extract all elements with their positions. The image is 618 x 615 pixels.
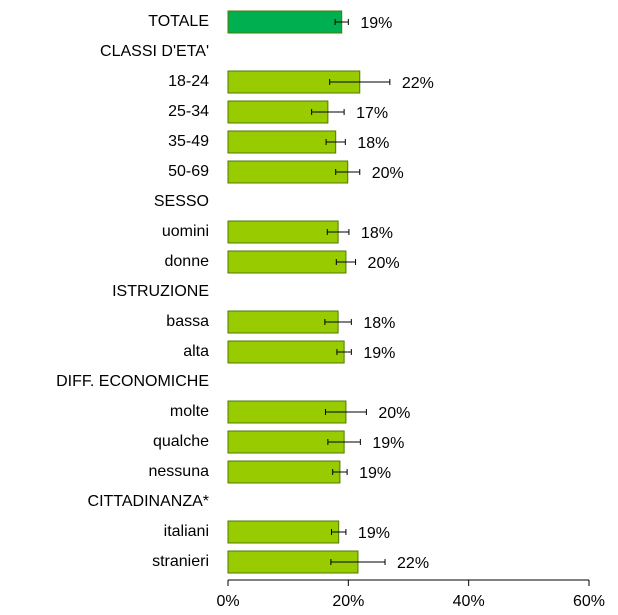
bar — [227, 10, 343, 34]
x-tick-label: 40% — [453, 593, 485, 610]
category-label: 25-34 — [168, 103, 209, 120]
category-label: 35-49 — [168, 133, 209, 150]
value-label: 22% — [397, 555, 429, 572]
bar — [227, 520, 340, 544]
bar — [227, 130, 337, 154]
category-label: SESSO — [154, 193, 209, 210]
category-label: nessuna — [149, 463, 210, 480]
value-label: 20% — [372, 165, 404, 182]
bar — [227, 220, 339, 244]
value-label: 19% — [359, 465, 391, 482]
bar — [227, 460, 341, 484]
bar — [227, 430, 345, 454]
category-label: bassa — [166, 313, 209, 330]
value-label: 22% — [402, 75, 434, 92]
category-label: italiani — [164, 523, 209, 540]
value-label: 18% — [361, 225, 393, 242]
category-label: qualche — [153, 433, 209, 450]
x-tick-label: 0% — [216, 593, 239, 610]
value-label: 20% — [378, 405, 410, 422]
category-label: ISTRUZIONE — [112, 283, 209, 300]
category-label: alta — [183, 343, 209, 360]
value-label: 19% — [363, 345, 395, 362]
category-label: uomini — [162, 223, 209, 240]
category-label: 50-69 — [168, 163, 209, 180]
bar — [227, 340, 345, 364]
category-label: stranieri — [152, 553, 209, 570]
value-label: 20% — [368, 255, 400, 272]
bar — [227, 250, 347, 274]
value-label: 19% — [372, 435, 404, 452]
category-label: 18-24 — [168, 73, 209, 90]
category-label: TOTALE — [148, 13, 209, 30]
category-label: molte — [170, 403, 209, 420]
bar — [227, 160, 349, 184]
value-label: 19% — [358, 525, 390, 542]
value-label: 18% — [357, 135, 389, 152]
value-label: 19% — [360, 15, 392, 32]
category-label: donne — [165, 253, 210, 270]
value-label: 18% — [363, 315, 395, 332]
category-label: DIFF. ECONOMICHE — [56, 373, 209, 390]
category-label: CLASSI D'ETA' — [100, 43, 209, 60]
x-tick-label: 60% — [573, 593, 605, 610]
category-label: CITTADINANZA* — [88, 493, 209, 510]
value-label: 17% — [356, 105, 388, 122]
bar — [227, 310, 339, 334]
x-tick-label: 20% — [332, 593, 364, 610]
